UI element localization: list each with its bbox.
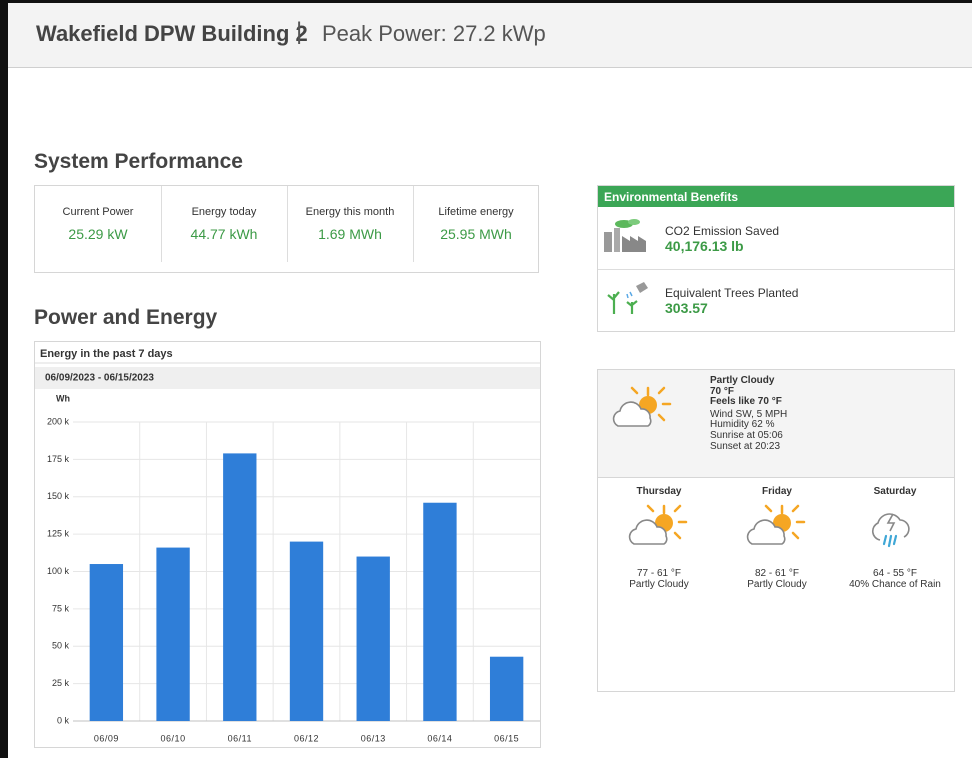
temperature-range: 82 - 61 °F xyxy=(754,568,800,579)
metric: Current Power 25.29 kW xyxy=(35,186,161,262)
weather-icon xyxy=(608,384,678,434)
y-tick-label: 100 k xyxy=(47,566,70,576)
y-tick-label: 75 k xyxy=(52,603,70,613)
frame xyxy=(0,0,972,3)
x-tick-label: 06/09 xyxy=(94,733,119,743)
metric-label: Energy this month xyxy=(305,206,395,218)
benefit-label: CO2 Emission Saved xyxy=(665,224,780,238)
y-tick-label: 125 k xyxy=(47,529,70,539)
performance-panel: Current Power 25.29 kW Energy today 44.77 … xyxy=(34,185,539,273)
y-tick-label: 50 k xyxy=(52,641,70,651)
day-name: Saturday xyxy=(873,486,917,497)
chart-title: Energy in the past 7 days xyxy=(40,348,173,360)
tree-icon xyxy=(607,282,648,314)
wind: Wind SW, 5 MPH xyxy=(710,409,788,420)
condition: 40% Chance of Rain xyxy=(849,579,941,590)
metric: Lifetime energy 25.95 MWh xyxy=(413,186,539,262)
section-title: System Performance xyxy=(34,150,243,173)
x-tick-label: 06/10 xyxy=(161,733,186,743)
separator: | xyxy=(296,18,303,45)
y-tick-label: 175 k xyxy=(47,454,70,464)
site-title: Wakefield DPW Building 2 xyxy=(36,21,308,46)
header: Wakefield DPW Building 2 | Peak Power: 2… xyxy=(8,3,972,68)
panel-header: Environmental Benefits xyxy=(598,186,954,207)
factory-icon xyxy=(604,219,646,252)
temperature-range: 77 - 61 °F xyxy=(636,568,682,579)
humidity: Humidity 62 % xyxy=(710,419,775,430)
rain-icon xyxy=(872,513,910,548)
x-tick-label: 06/11 xyxy=(228,733,252,743)
x-tick-label: 06/12 xyxy=(294,733,319,743)
environmental-panel: Environmental Benefits CO2 Emission Save… xyxy=(597,185,955,332)
divider xyxy=(413,186,414,262)
benefit-label: Equivalent Trees Planted xyxy=(665,286,799,300)
day-name: Friday xyxy=(761,486,792,497)
temperature: 70 °F xyxy=(710,386,735,397)
x-tick-label: 06/15 xyxy=(494,733,519,743)
forecast-day: Saturday 64 - 55 °F 40% Chance of Rain xyxy=(836,486,954,590)
bar xyxy=(423,502,457,721)
benefit-value: 303.57 xyxy=(665,300,708,316)
panel-title: Environmental Benefits xyxy=(604,190,739,204)
y-tick-label: 25 k xyxy=(52,678,70,688)
metric-value: 25.29 kW xyxy=(68,226,128,242)
condition: Partly Cloudy xyxy=(629,579,689,590)
forecast-day: Friday 82 - 61 °F Partly Cloudy xyxy=(718,486,836,590)
weather-icon xyxy=(742,502,812,552)
metric-label: Current Power xyxy=(62,206,134,218)
bar xyxy=(289,541,324,721)
condition: Partly Cloudy xyxy=(747,579,807,590)
weather-panel: Partly Cloudy 70 °F Feels like 70 °F Win… xyxy=(597,369,955,692)
x-tick-label: 06/13 xyxy=(361,733,386,743)
metric: Energy today 44.77 kWh xyxy=(161,186,287,262)
y-axis-label: Wh xyxy=(56,393,70,403)
bar xyxy=(223,453,257,721)
chart: Energy in the past 7 days 06/09/2023 - 0… xyxy=(35,348,540,743)
x-tick-label: 06/14 xyxy=(427,733,452,743)
metric-label: Energy today xyxy=(191,206,257,218)
metric-label: Lifetime energy xyxy=(438,206,514,218)
metric-value: 25.95 MWh xyxy=(440,226,512,242)
weather-icon xyxy=(624,502,694,552)
divider xyxy=(287,186,288,262)
section-title: Power and Energy xyxy=(34,306,218,329)
benefit-value: 40,176.13 lb xyxy=(665,238,744,254)
bar xyxy=(489,656,524,721)
bar xyxy=(89,564,124,721)
frame xyxy=(0,0,8,758)
divider xyxy=(161,186,162,262)
bar xyxy=(156,547,190,721)
chart-subtitle: 06/09/2023 - 06/15/2023 xyxy=(45,373,154,384)
sunset: Sunset at 20:23 xyxy=(710,441,781,452)
temperature-range: 64 - 55 °F xyxy=(872,568,918,579)
metric-value: 1.69 MWh xyxy=(318,226,382,242)
y-tick-label: 0 k xyxy=(57,715,70,725)
condition: Partly Cloudy xyxy=(710,375,775,386)
metric-value: 44.77 kWh xyxy=(190,226,258,242)
current-weather: Partly Cloudy 70 °F Feels like 70 °F Win… xyxy=(598,370,954,478)
day-name: Thursday xyxy=(636,486,682,497)
subtitle-band xyxy=(35,367,540,389)
y-tick-label: 150 k xyxy=(47,491,70,501)
feels-like: Feels like 70 °F xyxy=(710,396,782,407)
peak-power: Peak Power: 27.2 kWp xyxy=(322,21,546,46)
divider xyxy=(598,269,954,270)
metric: Energy this month 1.69 MWh xyxy=(287,186,413,262)
y-tick-label: 200 k xyxy=(47,416,70,426)
chart-panel: Energy in the past 7 days 06/09/2023 - 0… xyxy=(34,341,541,748)
sunrise: Sunrise at 05:06 xyxy=(710,430,783,441)
bar xyxy=(356,556,390,721)
forecast-day: Thursday 77 - 61 °F Partly Cloudy xyxy=(600,486,718,590)
